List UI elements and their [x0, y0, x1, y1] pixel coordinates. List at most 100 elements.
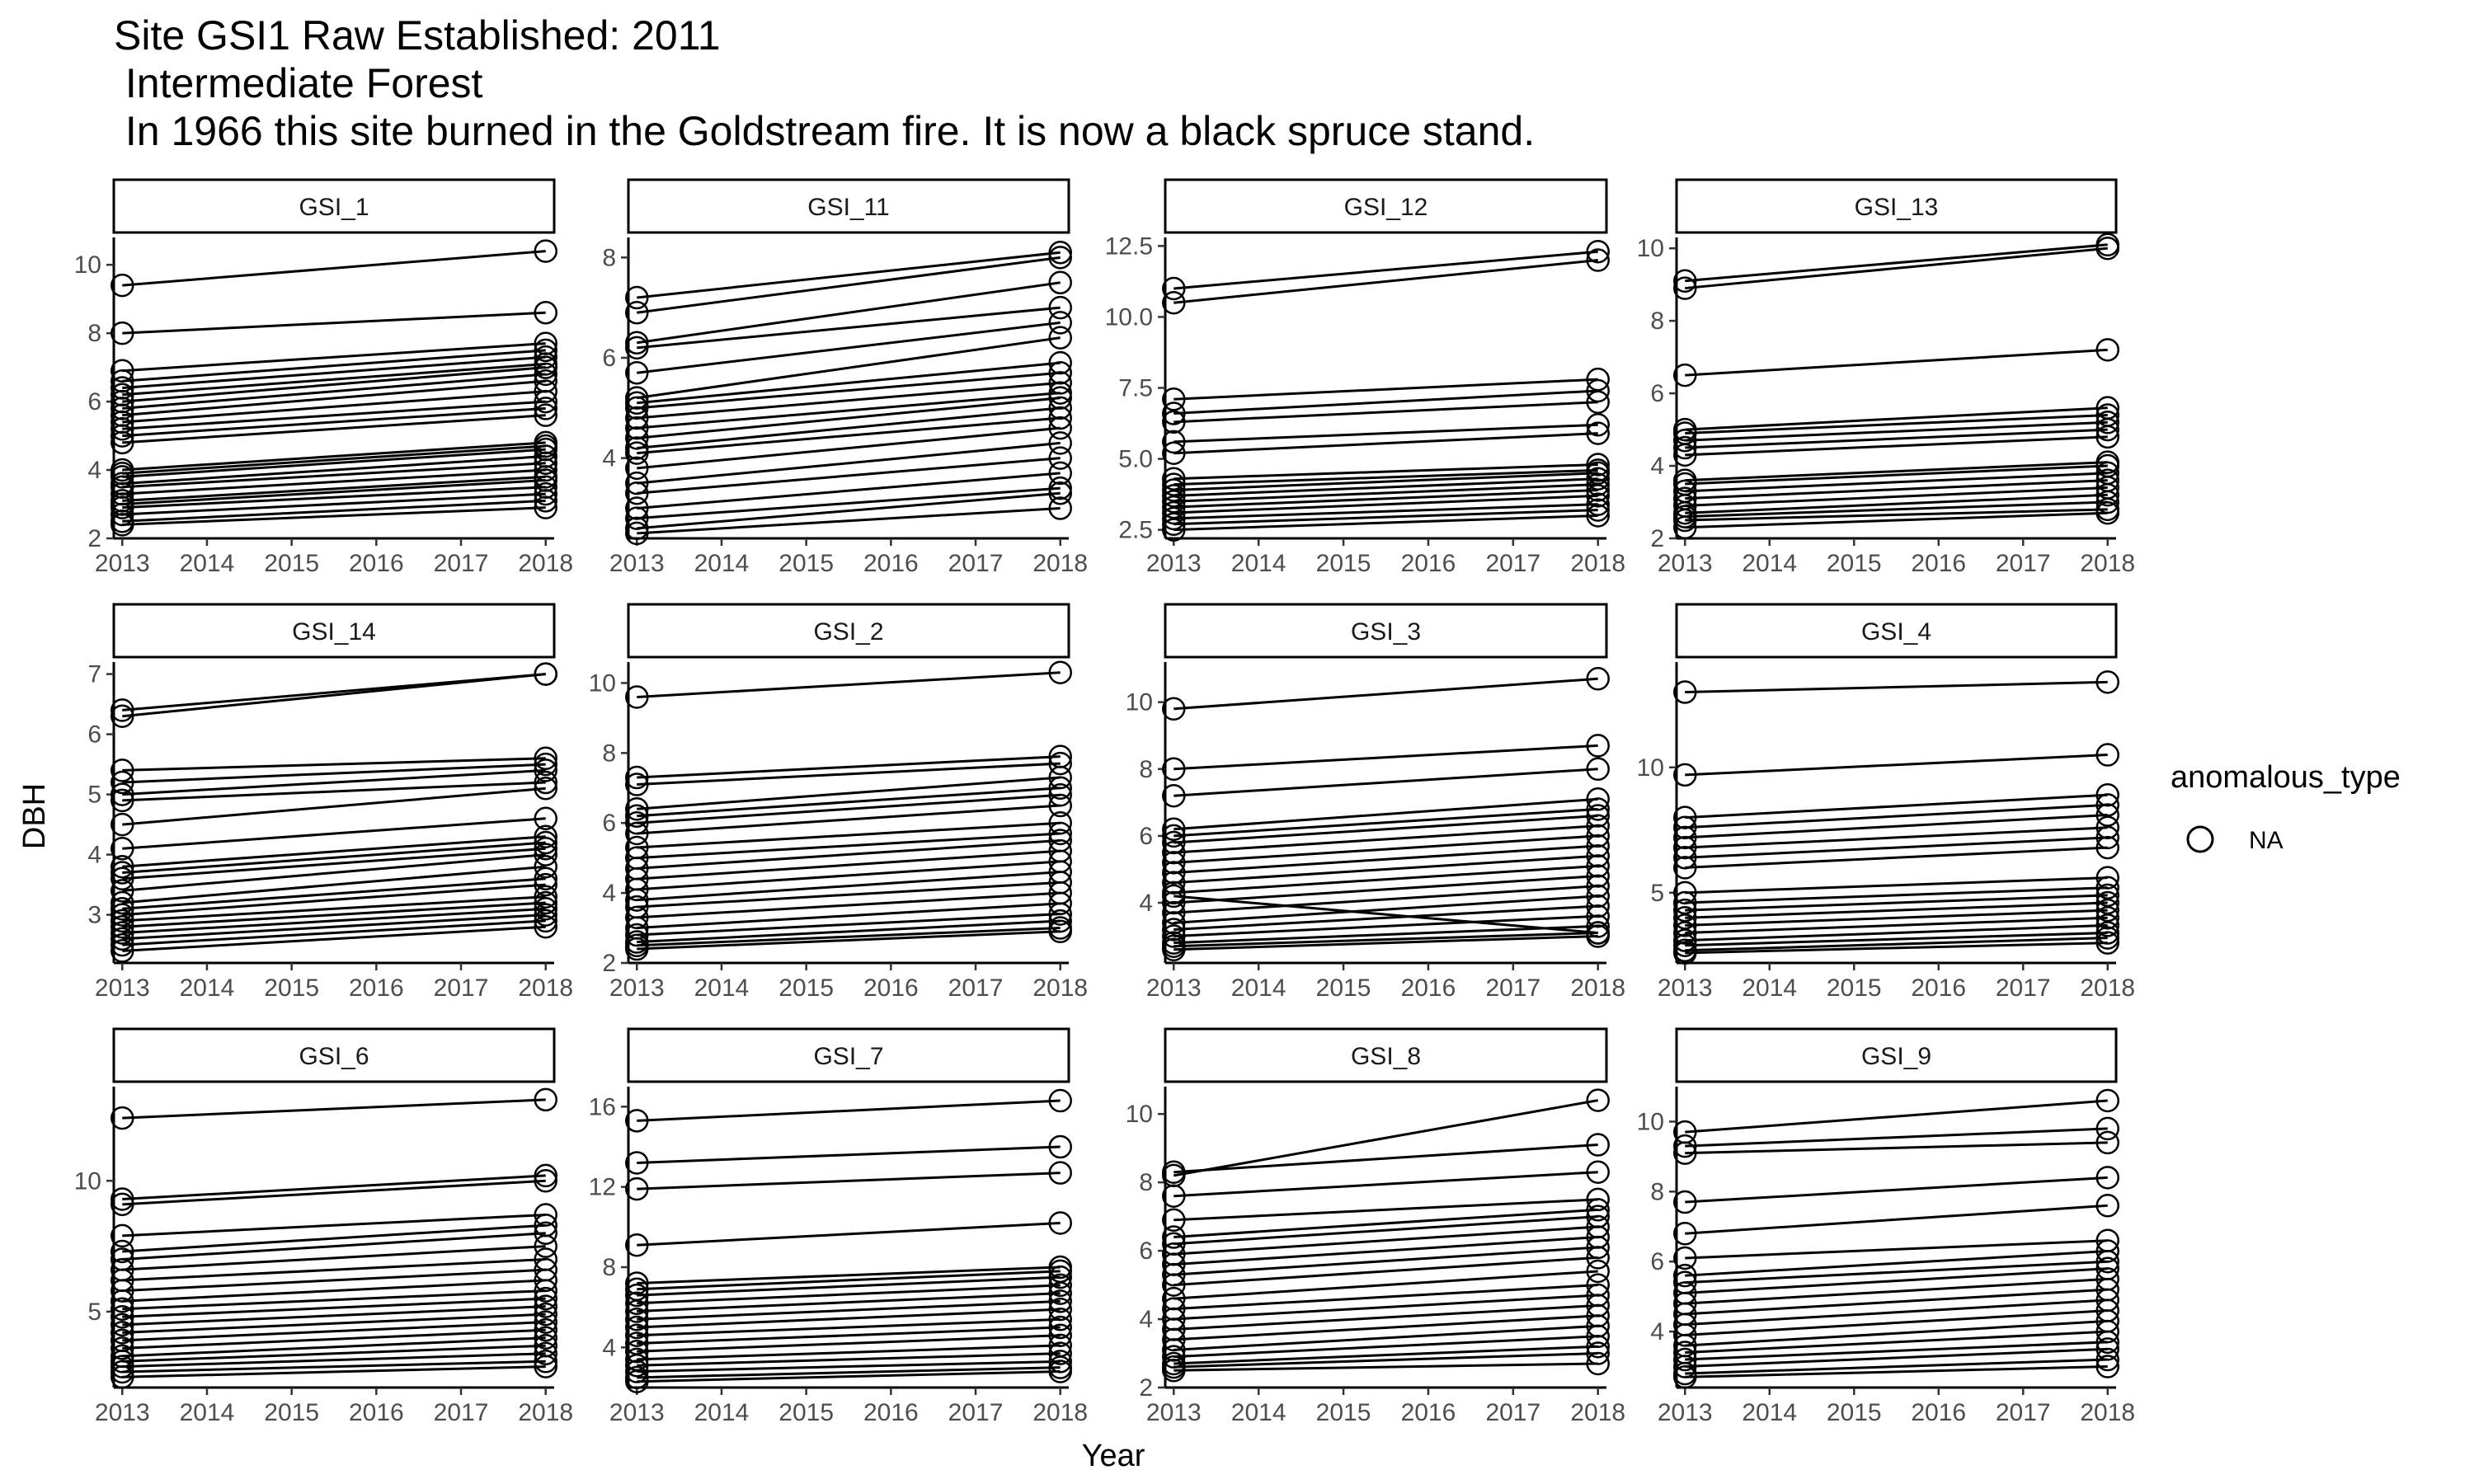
series-line	[637, 392, 1061, 430]
data-point	[534, 872, 557, 897]
y-tick-label: 7.5	[1118, 375, 1153, 402]
data-point	[111, 1239, 134, 1264]
x-tick-label: 2014	[1742, 974, 1797, 1002]
series-line	[1685, 814, 2108, 839]
data-point	[534, 752, 557, 777]
series-line	[637, 913, 1061, 937]
data-point	[1673, 1222, 1697, 1246]
x-tick-label: 2018	[1570, 974, 1625, 1002]
x-tick-label: 2016	[1401, 1399, 1456, 1426]
x-tick-label: 2016	[863, 1399, 919, 1426]
data-point	[111, 273, 134, 298]
y-tick-label: 6	[1650, 380, 1664, 407]
data-point	[1673, 515, 1697, 540]
data-point	[1162, 697, 1186, 721]
x-tick-label: 2014	[180, 1399, 235, 1426]
data-point	[1048, 431, 1072, 455]
series-line	[122, 1289, 546, 1311]
data-point	[625, 1369, 649, 1393]
data-point	[1673, 435, 1697, 460]
series-line	[1685, 1358, 2108, 1375]
data-point	[1673, 941, 1697, 965]
series-line	[1174, 768, 1598, 797]
data-point	[1048, 902, 1072, 926]
data-point	[1673, 835, 1697, 860]
series-line	[122, 373, 546, 410]
y-tick-label: 10	[1637, 754, 1664, 782]
chart-subtitle-2: In 1966 this site burned in the Goldstre…	[114, 108, 1535, 154]
data-point	[625, 1291, 649, 1316]
series-line	[1685, 1141, 2108, 1155]
series-line	[1174, 924, 1598, 945]
series-line	[637, 1370, 1061, 1383]
series-line	[1685, 942, 2108, 955]
y-tick-label: 6	[1139, 1237, 1153, 1265]
legend-key-circle	[2186, 825, 2214, 853]
data-point	[1048, 1289, 1072, 1313]
series-line	[637, 1292, 1061, 1313]
series-line	[122, 506, 546, 526]
data-point	[1673, 1347, 1697, 1372]
series-line	[1685, 1347, 2108, 1369]
series-line	[122, 1328, 546, 1350]
strip-label: GSI_6	[299, 1043, 369, 1070]
data-point	[1673, 913, 1697, 937]
x-tick-label: 2016	[863, 974, 919, 1002]
y-tick-label: 5	[1650, 880, 1664, 907]
y-tick-label: 2	[87, 525, 101, 552]
data-point	[1673, 890, 1697, 915]
series-line	[1685, 435, 2108, 457]
data-point	[534, 1326, 557, 1350]
series-line	[1685, 886, 2108, 904]
panel-gsi-2: GSI_2 2 4 6 8 10 2013 2014 2015 2016 2017 2018	[589, 603, 1088, 1002]
series-line	[1685, 508, 2108, 522]
panel-gsi-6: GSI_6 5 10 2013 2014 2015 2016 2017 2018	[74, 1027, 573, 1426]
series-line	[122, 1257, 546, 1282]
data-point	[111, 927, 134, 951]
data-point	[534, 239, 557, 263]
series-line	[122, 1214, 546, 1237]
data-point	[1048, 241, 1072, 265]
data-point	[2095, 1347, 2119, 1372]
data-point	[625, 516, 649, 541]
series-line	[1174, 875, 1598, 904]
data-point	[1673, 363, 1697, 387]
series-line	[1685, 1309, 2108, 1336]
x-tick-label: 2013	[1146, 550, 1202, 577]
data-point	[2095, 931, 2119, 955]
data-point	[534, 355, 557, 379]
data-point	[534, 897, 557, 921]
data-point	[534, 824, 557, 848]
data-point	[1048, 821, 1072, 846]
data-point	[625, 496, 649, 520]
data-point	[1673, 1141, 1697, 1165]
data-point	[1048, 1088, 1072, 1113]
data-point	[1162, 290, 1186, 315]
series-line	[1174, 472, 1598, 491]
data-point	[1586, 390, 1610, 414]
series-line	[637, 902, 1061, 930]
data-point	[625, 456, 649, 481]
y-tick-label: 8	[1139, 1169, 1153, 1196]
series-line	[122, 1268, 546, 1293]
series-line	[637, 507, 1061, 535]
series-line	[637, 1334, 1061, 1353]
series-line	[122, 1365, 546, 1378]
series-line	[637, 336, 1061, 400]
series-line	[1685, 909, 2108, 927]
series-line	[1685, 511, 2108, 529]
data-point	[1048, 481, 1072, 505]
data-point	[625, 810, 649, 835]
strip-label: GSI_11	[807, 194, 890, 221]
strip-box	[1164, 178, 1608, 234]
data-point	[2095, 906, 2119, 930]
x-tick-label: 2018	[1032, 550, 1088, 577]
data-point	[1048, 919, 1072, 944]
x-tick-label: 2015	[264, 1399, 319, 1426]
data-point	[111, 866, 134, 891]
series-line	[637, 381, 1061, 420]
series-line	[1174, 432, 1598, 455]
x-tick-label: 2013	[95, 974, 150, 1002]
data-point	[1586, 1088, 1610, 1112]
